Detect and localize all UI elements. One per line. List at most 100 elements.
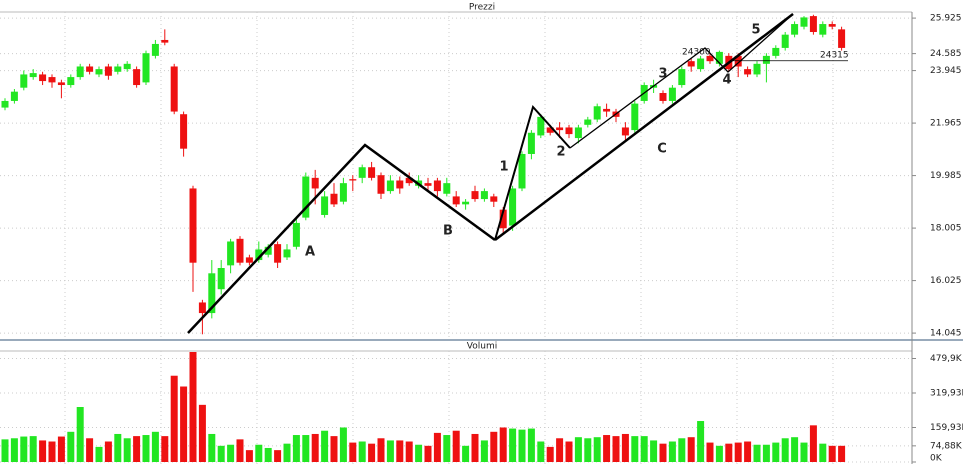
- volume-bar: [471, 433, 479, 462]
- trend-line: [494, 13, 794, 241]
- candle-body: [697, 58, 705, 70]
- volume-bar: [809, 425, 817, 462]
- volume-bar: [396, 440, 404, 462]
- candle-body: [302, 176, 310, 218]
- candle-body: [123, 63, 131, 70]
- y-tick-label: 19.985: [930, 171, 962, 181]
- candle-body: [546, 127, 554, 133]
- volume-bar: [443, 435, 451, 462]
- volume-bar: [744, 441, 752, 462]
- trend-line: [494, 104, 571, 241]
- y-tick-label: 18.005: [930, 224, 962, 234]
- volume-bar: [339, 427, 347, 462]
- candle-body: [452, 196, 460, 205]
- candle-body: [800, 17, 808, 27]
- y-tick-label: 0K: [930, 454, 943, 464]
- wave-label: A: [305, 245, 315, 260]
- candle-body: [274, 244, 282, 263]
- volume-bar: [283, 443, 291, 462]
- candle-body: [208, 273, 216, 314]
- candle-body: [593, 106, 601, 120]
- y-tick-label: 25.925: [930, 14, 962, 24]
- candle-body: [386, 180, 394, 192]
- wave-label: 4: [722, 73, 731, 88]
- volume-bar: [123, 438, 131, 462]
- volume-bar: [95, 446, 103, 462]
- volume-bar: [725, 443, 733, 462]
- candle-body: [621, 127, 629, 136]
- candle-body: [48, 77, 56, 83]
- candle-body: [377, 175, 385, 194]
- volume-bar: [603, 435, 611, 462]
- y-tick-label: 14.045: [930, 329, 962, 339]
- candle-body: [142, 53, 150, 83]
- volume-bar: [499, 427, 507, 462]
- wave-label: 1: [499, 160, 508, 175]
- volume-bar: [39, 440, 47, 462]
- volume-bar: [565, 441, 573, 462]
- volume-bar: [67, 431, 75, 462]
- candle-body: [104, 66, 112, 76]
- candle-body: [236, 238, 244, 263]
- volume-bar: [574, 437, 582, 462]
- candle-body: [29, 73, 37, 78]
- candle-body: [518, 153, 526, 189]
- volume-bar: [321, 430, 329, 462]
- candle-body: [584, 119, 592, 125]
- volume-bar: [612, 436, 620, 462]
- volume-bar: [255, 444, 263, 462]
- volume-bar: [734, 442, 742, 462]
- candle-body: [170, 66, 178, 112]
- volume-bar: [668, 441, 676, 462]
- candle-body: [339, 183, 347, 202]
- volume-bar: [584, 438, 592, 462]
- volume-bar: [142, 435, 150, 462]
- volume-bar: [781, 438, 789, 462]
- candle-body: [189, 188, 197, 263]
- candle-body: [10, 91, 18, 101]
- candle-body: [668, 87, 676, 101]
- volume-bar: [236, 439, 244, 462]
- candle-body: [57, 82, 65, 86]
- volume-bar: [631, 436, 639, 462]
- volume-bar: [715, 445, 723, 462]
- candle-body: [480, 191, 488, 200]
- volume-bar: [114, 433, 122, 462]
- volume-bar: [133, 436, 141, 462]
- volume-bar: [697, 421, 705, 462]
- candle-body: [603, 108, 611, 112]
- y-tick-label: 24.585: [930, 49, 962, 59]
- candle-body: [161, 39, 169, 43]
- volume-bar: [452, 430, 460, 462]
- candle-body: [499, 209, 507, 229]
- volume-bar: [227, 444, 235, 462]
- volume-bar: [48, 441, 56, 462]
- candle-body: [283, 249, 291, 258]
- volume-bar: [650, 440, 658, 462]
- candle-body: [405, 177, 413, 184]
- volume-bar: [349, 442, 357, 462]
- volume-bar: [405, 441, 413, 462]
- trend-line: [569, 13, 794, 149]
- candle-body: [39, 74, 47, 82]
- candle-body: [67, 77, 75, 86]
- volume-bar: [518, 429, 526, 462]
- candle-body: [631, 103, 639, 131]
- volume-bar: [208, 433, 216, 462]
- candle-body: [819, 24, 827, 35]
- volume-bar: [791, 437, 799, 462]
- candle-body: [349, 179, 357, 181]
- candle-body: [396, 180, 404, 189]
- volume-bar: [621, 433, 629, 462]
- candle-body: [245, 257, 253, 263]
- price-title: Prezzi: [469, 3, 495, 13]
- volume-bar: [386, 440, 394, 462]
- volume-bar: [292, 435, 300, 462]
- volume-bar: [198, 404, 206, 462]
- candle-body: [151, 43, 159, 56]
- candle-body: [180, 114, 188, 149]
- wave-label: 5: [751, 23, 760, 38]
- volume-bar: [527, 428, 535, 462]
- candle-body: [753, 63, 761, 75]
- candle-body: [809, 16, 817, 33]
